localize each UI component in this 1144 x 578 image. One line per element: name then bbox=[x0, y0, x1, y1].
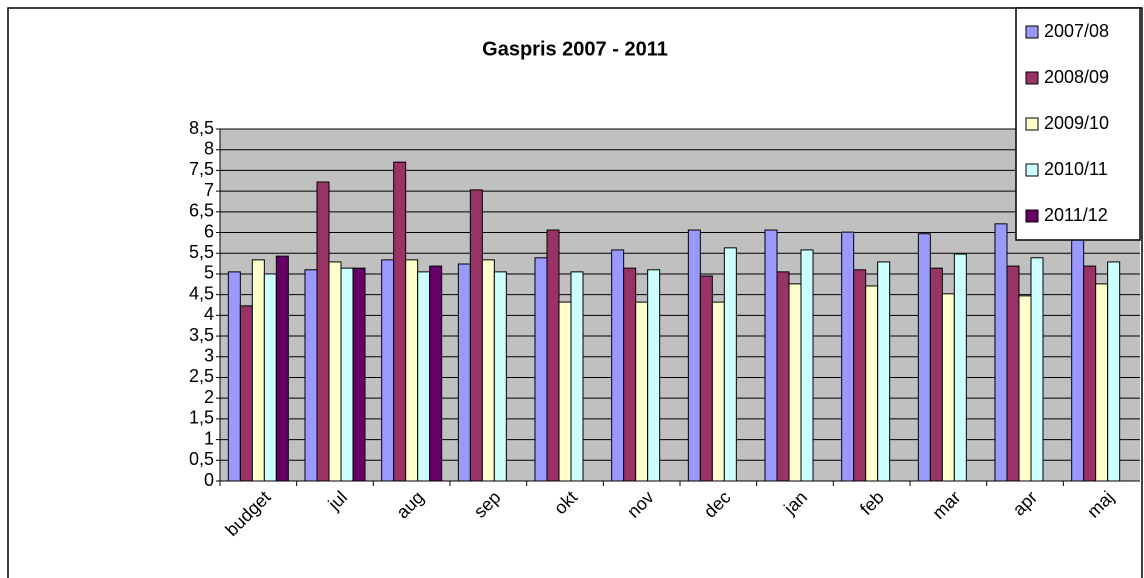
legend-label: 2007/08 bbox=[1044, 21, 1109, 41]
legend-swatch bbox=[1025, 25, 1039, 39]
legend-swatch bbox=[1025, 163, 1039, 177]
y-tick-label: 5,5 bbox=[189, 242, 214, 262]
bar bbox=[493, 271, 507, 482]
bar bbox=[328, 261, 342, 482]
bar bbox=[227, 271, 241, 482]
bar bbox=[469, 189, 483, 482]
legend-label: 2010/11 bbox=[1044, 159, 1108, 179]
legend-swatch bbox=[1025, 117, 1039, 131]
bar bbox=[570, 271, 584, 482]
legend-label: 2011/12 bbox=[1044, 205, 1108, 225]
bar bbox=[275, 255, 289, 482]
y-tick-label: 4,5 bbox=[189, 283, 214, 303]
bar bbox=[1018, 295, 1032, 482]
bar bbox=[340, 267, 354, 482]
bar bbox=[316, 181, 330, 482]
bar bbox=[623, 267, 637, 482]
y-tick-label: 5 bbox=[204, 263, 214, 283]
bar bbox=[941, 293, 955, 482]
y-tick-label: 0,5 bbox=[189, 449, 214, 469]
bar bbox=[251, 259, 265, 482]
y-tick-label: 0 bbox=[204, 470, 214, 490]
bar bbox=[1071, 213, 1085, 482]
legend-swatch bbox=[1025, 71, 1039, 85]
legend-label: 2009/10 bbox=[1044, 113, 1109, 133]
bar bbox=[1083, 265, 1097, 482]
y-tick-label: 6 bbox=[204, 221, 214, 241]
chart-title: Gaspris 2007 - 2011 bbox=[482, 38, 668, 60]
legend-label: 2008/09 bbox=[1044, 67, 1109, 87]
bar bbox=[239, 305, 253, 482]
bar bbox=[917, 233, 931, 482]
bar bbox=[776, 271, 790, 482]
bar bbox=[929, 267, 943, 482]
y-tick-label: 1,5 bbox=[189, 408, 214, 428]
y-tick-label: 7 bbox=[204, 180, 214, 200]
bar bbox=[457, 263, 471, 482]
y-tick-label: 8 bbox=[204, 138, 214, 158]
y-tick-label: 3 bbox=[204, 346, 214, 366]
bar bbox=[953, 253, 967, 482]
bar bbox=[534, 257, 548, 482]
bar bbox=[1030, 257, 1044, 482]
bar bbox=[429, 265, 443, 482]
bar bbox=[1006, 265, 1020, 482]
bar bbox=[263, 273, 277, 482]
bar bbox=[1107, 261, 1121, 482]
bar bbox=[417, 271, 431, 482]
bar bbox=[558, 301, 572, 482]
y-tick-label: 2,5 bbox=[189, 366, 214, 386]
bar bbox=[865, 285, 879, 482]
bar bbox=[393, 161, 407, 482]
bar bbox=[546, 229, 560, 482]
plot-area bbox=[220, 129, 1140, 481]
bar bbox=[611, 249, 625, 482]
bar bbox=[764, 229, 778, 482]
bar bbox=[994, 223, 1008, 482]
y-tick-label: 8,5 bbox=[189, 118, 214, 138]
bar bbox=[304, 269, 318, 482]
bar bbox=[800, 249, 814, 482]
bar bbox=[877, 261, 891, 482]
bar bbox=[647, 269, 661, 482]
y-tick-label: 4 bbox=[204, 304, 214, 324]
bar bbox=[853, 269, 867, 482]
y-tick-label: 2 bbox=[204, 387, 214, 407]
y-tick-label: 3,5 bbox=[189, 325, 214, 345]
y-tick-label: 7,5 bbox=[189, 159, 214, 179]
bar bbox=[381, 259, 395, 482]
bar bbox=[352, 267, 366, 482]
bar bbox=[788, 283, 802, 482]
legend-swatch bbox=[1025, 209, 1039, 223]
bar bbox=[841, 231, 855, 482]
bar bbox=[1095, 283, 1109, 482]
bar bbox=[711, 301, 725, 482]
bar bbox=[687, 229, 701, 482]
bar bbox=[405, 259, 419, 482]
bar bbox=[723, 247, 737, 482]
y-tick-label: 1 bbox=[204, 428, 214, 448]
bar bbox=[699, 275, 713, 482]
y-tick-label: 6,5 bbox=[189, 201, 214, 221]
bar bbox=[635, 301, 649, 482]
bar bbox=[481, 259, 495, 482]
